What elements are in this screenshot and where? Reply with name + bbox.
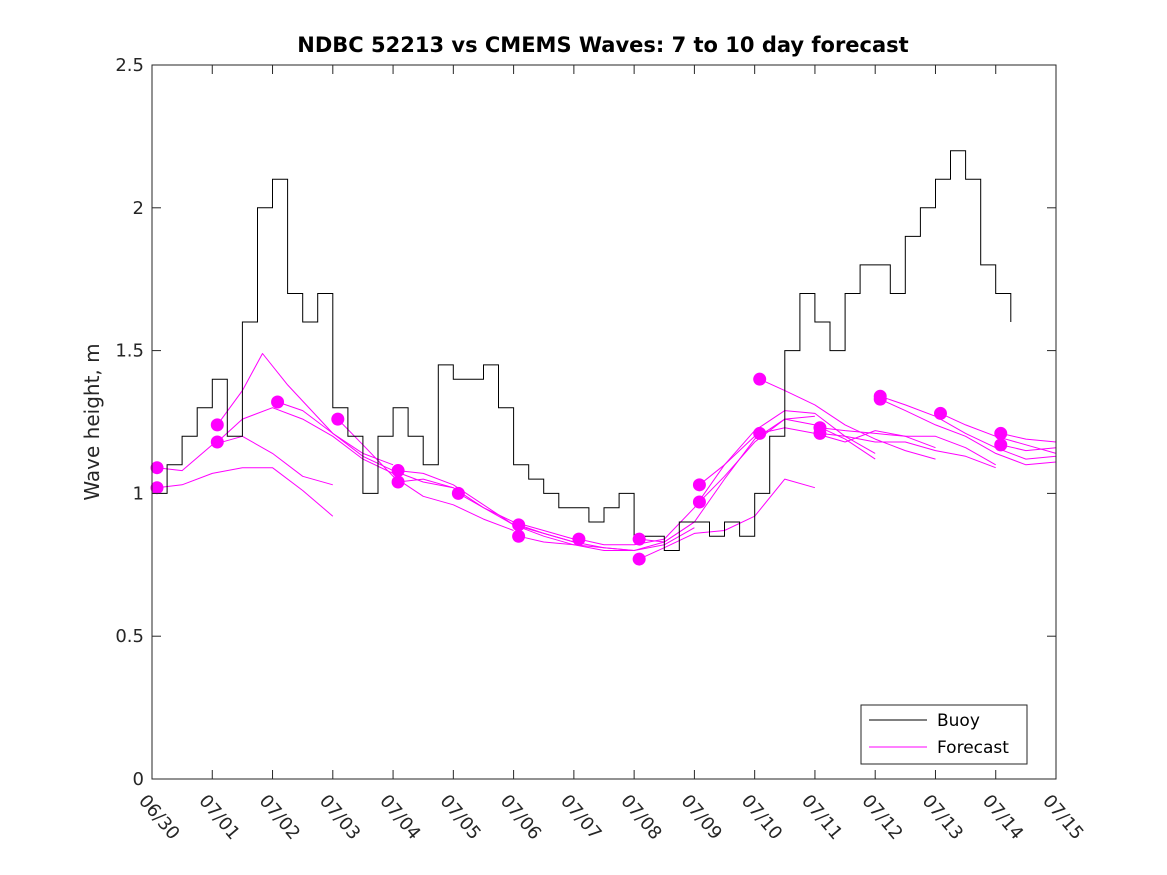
forecast-start-marker xyxy=(150,481,164,495)
legend-label-buoy: Buoy xyxy=(937,711,980,731)
buoy-line xyxy=(152,150,1012,551)
y-tick-label: 2 xyxy=(133,198,144,219)
forecast-start-marker xyxy=(572,532,586,546)
marker-layer xyxy=(150,372,1008,566)
y-tick-label: 1 xyxy=(133,483,144,504)
y-axis-ticks: 0 0.5 1 1.5 2 2.5 xyxy=(115,55,1056,790)
forecast-start-marker xyxy=(331,412,345,426)
forecast-start-marker xyxy=(391,464,405,478)
forecast-start-marker xyxy=(391,475,405,489)
forecast-start-marker xyxy=(271,395,285,409)
forecast-start-marker xyxy=(451,486,465,500)
y-tick-label: 0 xyxy=(133,769,144,790)
forecast-start-marker xyxy=(753,372,767,386)
forecast-start-marker xyxy=(994,426,1008,440)
forecast-start-marker xyxy=(813,426,827,440)
forecast-start-marker xyxy=(873,392,887,406)
forecast-start-marker xyxy=(933,406,947,420)
forecast-run-line xyxy=(1000,432,1057,443)
forecast-start-marker xyxy=(753,426,767,440)
forecast-start-marker xyxy=(632,552,646,566)
y-tick-label: 2.5 xyxy=(115,55,144,76)
forecast-start-marker xyxy=(692,478,706,492)
plot-frame xyxy=(151,64,1057,780)
forecast-run-line xyxy=(1000,444,1057,452)
forecast-start-marker xyxy=(994,438,1008,452)
y-tick-label: 0.5 xyxy=(115,626,144,647)
forecast-run-line xyxy=(879,398,1057,466)
y-tick-label: 1.5 xyxy=(115,341,144,362)
legend-box xyxy=(860,704,1028,765)
forecast-start-marker xyxy=(512,529,526,543)
legend-label-forecast: Forecast xyxy=(937,738,1009,758)
legend: Buoy Forecast xyxy=(860,704,1028,765)
plot-area xyxy=(152,65,1056,779)
forecast-start-marker xyxy=(210,418,224,432)
forecast-run-line xyxy=(819,427,996,466)
y-axis-label: Wave height, m xyxy=(80,343,104,500)
forecast-start-marker xyxy=(210,435,224,449)
forecast-run-line xyxy=(819,432,996,469)
forecast-run-line xyxy=(156,467,334,517)
forecast-start-marker xyxy=(150,461,164,475)
forecast-run-line xyxy=(880,395,1057,460)
forecast-start-marker xyxy=(632,532,646,546)
series-layer xyxy=(152,150,1057,560)
forecast-run-line xyxy=(458,492,635,551)
forecast-start-marker xyxy=(692,495,706,509)
chart-title: NDBC 52213 vs CMEMS Waves: 7 to 10 day f… xyxy=(297,33,908,57)
forecast-start-marker xyxy=(512,518,526,532)
